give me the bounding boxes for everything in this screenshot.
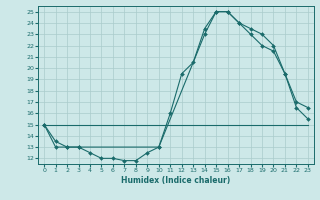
X-axis label: Humidex (Indice chaleur): Humidex (Indice chaleur)	[121, 176, 231, 185]
